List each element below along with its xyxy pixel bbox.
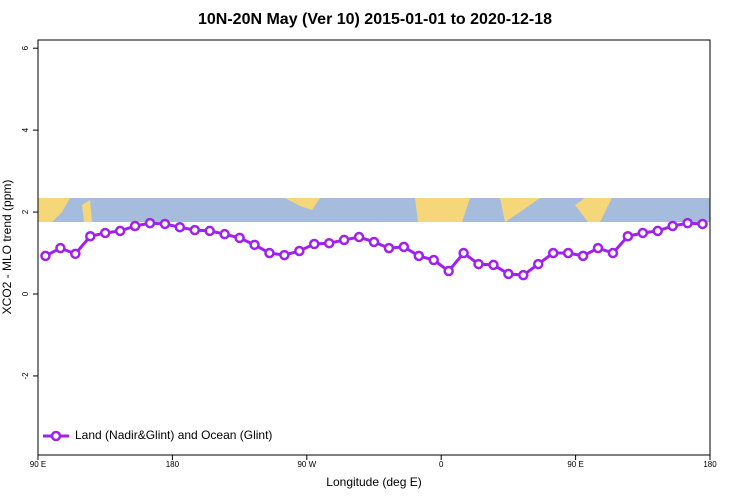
- y-tick-label: 6: [21, 45, 30, 50]
- y-tick-label: 4: [21, 127, 30, 132]
- point: [159, 218, 171, 230]
- point: [368, 236, 380, 248]
- x-tick-label: 180: [166, 460, 180, 469]
- point: [85, 230, 96, 242]
- y-tick-label: -2: [21, 372, 30, 380]
- point: [234, 232, 245, 244]
- point: [70, 248, 81, 260]
- point: [697, 218, 708, 230]
- x-axis-label: Longitude (deg E): [326, 475, 421, 489]
- point: [309, 238, 320, 250]
- point: [428, 254, 439, 266]
- point: [279, 249, 290, 261]
- point: [129, 220, 141, 232]
- point: [652, 225, 663, 237]
- y-tick-label: 2: [21, 209, 30, 214]
- x-tick-label: 0: [439, 460, 444, 469]
- point: [503, 268, 514, 280]
- point: [488, 259, 499, 271]
- point: [533, 258, 544, 270]
- point: [323, 237, 335, 249]
- point: [219, 228, 230, 240]
- point: [458, 247, 469, 259]
- point: [518, 269, 529, 281]
- point: [398, 241, 410, 253]
- chart-title: 10N-20N May (Ver 10) 2015-01-01 to 2020-…: [198, 11, 552, 28]
- point: [667, 220, 678, 232]
- point: [144, 217, 156, 229]
- point: [189, 224, 201, 236]
- point: [562, 247, 574, 259]
- y-axis-label: XCO2 - MLO trend (ppm): [0, 180, 14, 315]
- point: [55, 242, 66, 254]
- point: [607, 247, 619, 259]
- y-tick-label: 0: [21, 291, 30, 296]
- point: [40, 250, 51, 262]
- point: [294, 245, 305, 257]
- point: [353, 231, 365, 243]
- point: [383, 242, 395, 254]
- point: [413, 250, 425, 262]
- point: [592, 242, 604, 254]
- point: [338, 234, 350, 246]
- point: [682, 217, 693, 229]
- point: [547, 247, 559, 259]
- point: [174, 221, 186, 233]
- x-tick-label: 180: [703, 460, 717, 469]
- x-tick-label: 90 E: [30, 460, 46, 469]
- x-tick-label: 90 W: [297, 460, 316, 469]
- point: [577, 250, 589, 262]
- point: [473, 258, 484, 270]
- point: [114, 225, 126, 237]
- point: [249, 239, 260, 251]
- point: [637, 227, 649, 239]
- point: [443, 265, 454, 277]
- legend-label: Land (Nadir&Glint) and Ocean (Glint): [75, 428, 272, 442]
- legend-marker: [50, 430, 62, 442]
- point: [622, 230, 634, 242]
- map-strip: [38, 198, 710, 222]
- point: [99, 227, 111, 239]
- point: [204, 225, 215, 237]
- x-tick-label: 90 E: [567, 460, 583, 469]
- plot-frame: [37, 39, 711, 456]
- point: [264, 247, 275, 259]
